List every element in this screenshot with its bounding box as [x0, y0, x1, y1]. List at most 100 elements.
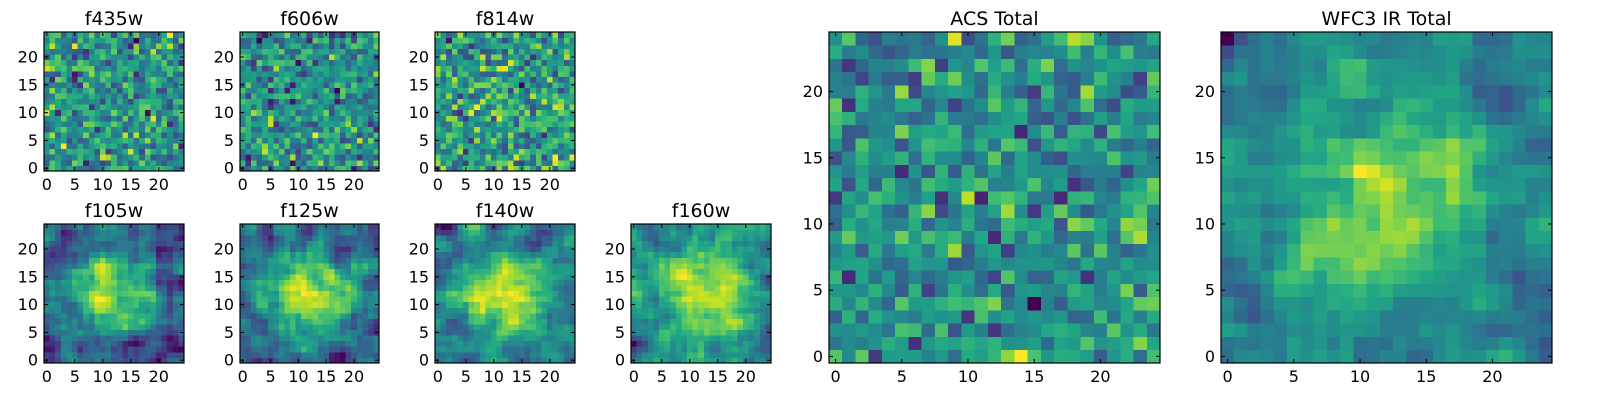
heatmap-cell	[55, 312, 62, 319]
heatmap-cell	[273, 70, 280, 77]
heatmap-cell	[133, 340, 140, 347]
heatmap-cell	[156, 329, 162, 336]
heatmap-cell	[636, 324, 643, 331]
heatmap-cell	[295, 159, 302, 166]
heatmap-cell	[552, 59, 559, 66]
heatmap-cell	[340, 148, 347, 155]
heatmap-cell	[150, 274, 157, 280]
heatmap-cell	[340, 257, 347, 264]
heatmap-cell	[111, 285, 118, 292]
heatmap-cell	[435, 312, 441, 319]
heatmap-cell	[435, 48, 441, 55]
heatmap-cell	[295, 351, 302, 358]
heatmap-cell	[636, 346, 643, 353]
heatmap-cell	[731, 312, 738, 319]
heatmap-cell	[317, 48, 324, 55]
heatmap-cell	[94, 335, 101, 342]
heatmap-cell	[715, 307, 721, 314]
heatmap-cell	[502, 137, 509, 144]
heatmap-cell	[161, 251, 168, 258]
heatmap-cell	[485, 268, 492, 275]
x-tick-label: 20	[736, 367, 756, 386]
heatmap-cell	[60, 251, 67, 258]
heatmap-cell	[356, 340, 363, 347]
heatmap-cell	[698, 279, 705, 286]
heatmap-cell	[496, 296, 503, 303]
heatmap-cell	[44, 279, 50, 286]
heatmap-cell	[881, 257, 896, 271]
heatmap-cell	[139, 54, 146, 61]
heatmap-cell	[55, 43, 62, 50]
heatmap-cell	[161, 120, 168, 127]
heatmap-cell	[921, 217, 936, 231]
heatmap-cell	[451, 93, 458, 100]
heatmap-cell	[245, 126, 252, 133]
heatmap-cell	[569, 268, 576, 275]
heatmap-cell	[513, 87, 520, 94]
heatmap-cell	[535, 82, 542, 88]
heatmap-cell	[345, 318, 352, 325]
heatmap-cell	[150, 59, 157, 66]
heatmap-cell	[435, 37, 441, 44]
heatmap-cell	[698, 262, 705, 269]
heatmap-cell	[698, 285, 705, 292]
heatmap-cell	[328, 335, 335, 342]
heatmap-cell	[748, 335, 755, 342]
heatmap-cell	[563, 312, 570, 319]
heatmap-cell	[530, 346, 537, 353]
heatmap-cell	[502, 154, 509, 161]
heatmap-cell	[468, 329, 475, 336]
heatmap-cell	[122, 148, 129, 155]
heatmap-cell	[273, 240, 280, 247]
heatmap-cell	[530, 224, 537, 230]
heatmap-cell	[524, 307, 531, 314]
heatmap-cell	[485, 312, 492, 319]
heatmap-cell	[446, 235, 453, 242]
heatmap-cell	[256, 143, 263, 150]
heatmap-cell	[295, 229, 302, 236]
heatmap-cell	[703, 296, 710, 303]
heatmap-cell	[156, 324, 162, 331]
heatmap-cell	[362, 154, 369, 161]
heatmap-cell	[552, 70, 559, 77]
heatmap-cell	[552, 43, 559, 50]
heatmap-cell	[116, 65, 123, 72]
heatmap-cell	[306, 262, 313, 269]
panel-title: f814w	[476, 8, 535, 30]
heatmap-cell	[240, 351, 246, 358]
heatmap-cell	[496, 59, 503, 66]
heatmap-cell	[748, 301, 755, 308]
heatmap-cell	[111, 48, 118, 55]
heatmap-cell	[507, 324, 514, 331]
heatmap-cell	[1120, 190, 1134, 205]
x-tick-label: 0	[238, 175, 248, 194]
heatmap-cell	[496, 318, 503, 325]
heatmap-cell	[111, 340, 118, 347]
heatmap-cell	[77, 148, 84, 155]
heatmap-cell	[312, 137, 319, 144]
heatmap-cell	[726, 251, 733, 258]
heatmap-cell	[83, 104, 90, 111]
heatmap-cell	[44, 65, 50, 72]
heatmap-cell	[306, 43, 313, 50]
heatmap-cell	[681, 346, 688, 353]
heatmap-cell	[88, 251, 95, 258]
heatmap-cell	[150, 324, 157, 331]
heatmap-cell	[1120, 217, 1134, 231]
heatmap-cell	[519, 274, 525, 280]
heatmap-cell	[474, 290, 481, 297]
heatmap-cell	[748, 357, 755, 364]
heatmap-cell	[262, 335, 269, 342]
heatmap-cell	[703, 285, 710, 292]
heatmap-cell	[278, 148, 285, 155]
heatmap-cell	[457, 82, 464, 88]
heatmap-cell	[178, 143, 185, 150]
heatmap-cell	[328, 48, 335, 55]
heatmap-cell	[100, 115, 106, 122]
heatmap-cell	[150, 137, 157, 144]
heatmap-cell	[72, 54, 78, 61]
heatmap-cell	[317, 240, 324, 247]
heatmap-cell	[278, 109, 285, 116]
heatmap-cell	[502, 301, 509, 308]
heatmap-cell	[262, 240, 269, 247]
